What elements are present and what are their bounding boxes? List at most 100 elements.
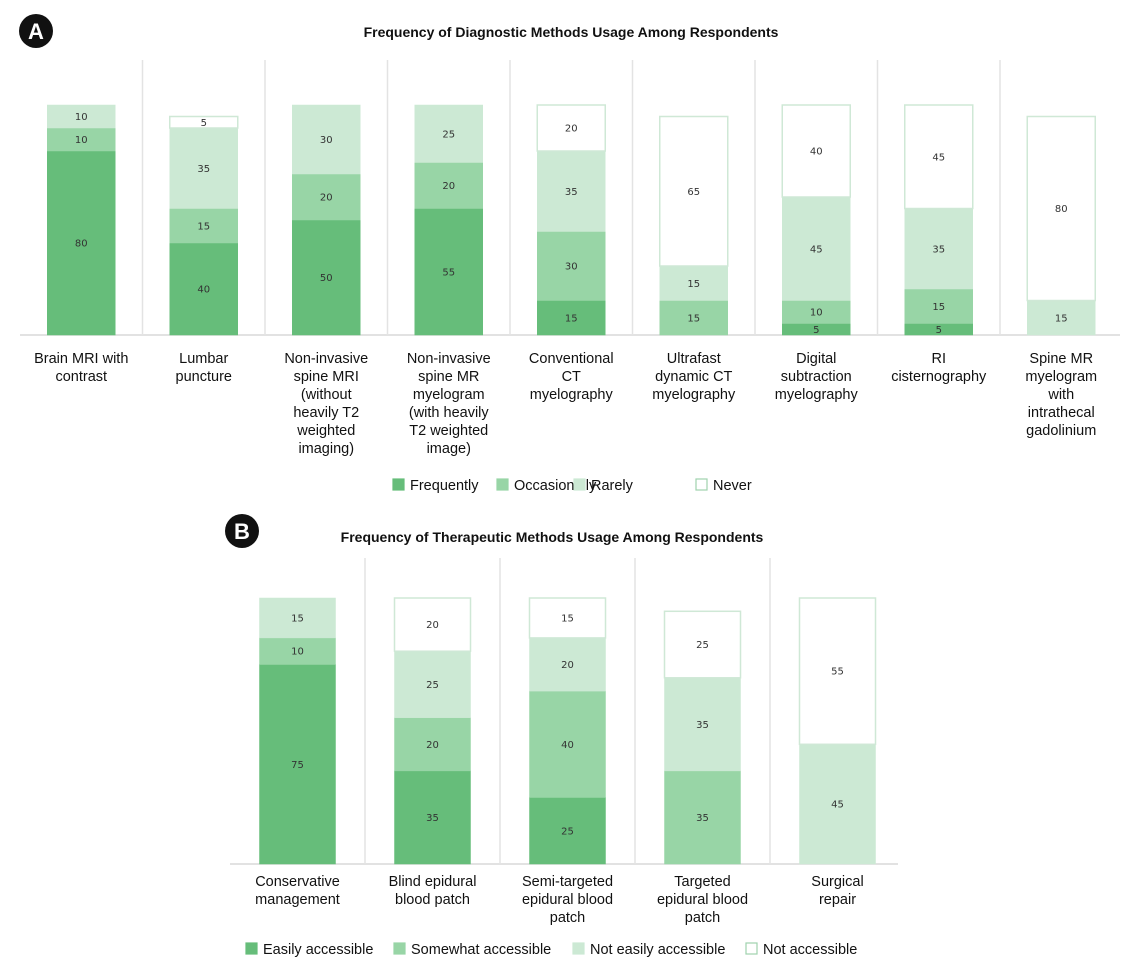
diag-data-label: 20 [565,124,578,135]
diag-data-label: 40 [810,147,823,158]
diag-data-label: 20 [320,193,333,204]
diag-category-label: Digital subtraction myelography [775,351,859,403]
diag-data-label: 50 [320,273,333,284]
diag-bar-segment-never [781,104,851,198]
ther-data-label: 40 [561,740,574,751]
diag-data-label: 15 [687,279,700,290]
diag-data-label: 15 [197,221,210,232]
diag-bar-stack: 50 20 30 [292,104,361,336]
ther-bar-segment-not-easily-accessible [664,677,741,772]
legend-swatch-never [695,478,708,491]
diag-data-label: 30 [565,262,578,273]
diag-bar-segment-rarely [537,150,606,232]
diag-data-label: 35 [565,187,578,198]
diag-data-label: 40 [197,285,210,296]
ther-bar-segment-not-accessible [663,610,742,679]
diag-bar-segment-never [536,104,606,152]
ther-category-label: Blind epidural blood patch [389,874,477,908]
diag-data-label: 45 [932,152,945,163]
ther-bar-stack: 45 55 [798,597,877,865]
diag-bar-stack: 40 15 35 5 [169,115,239,336]
ther-bar-segment-somewhat-accessible [259,637,336,665]
diag-data-label: 10 [810,308,823,319]
diag-bar-stack: 5 15 35 45 [904,104,974,336]
diag-data-label: 80 [75,239,88,250]
ther-category-label: Surgical repair [811,874,863,908]
diag-bar-segment-rarely [292,104,361,175]
ther-data-label: 15 [291,613,304,624]
diag-bar-stack: 55 20 25 [414,104,483,336]
diag-category-label: Spine MR myelogram with intrathecal gadolini… [1025,351,1097,439]
diag-data-label: 30 [320,135,333,146]
diag-category-label: Lumbar puncture [176,351,232,385]
legend-swatch-occasionally [496,478,509,491]
diag-data-label: 5 [936,325,942,336]
diag-bar-segment-never [169,115,239,129]
panel-b-marker: B [225,514,259,548]
ther-bar-segment-somewhat-accessible [664,770,741,865]
legend-label-easily-accessible: Easily accessible [263,942,373,958]
diag-bar-segment-frequently [169,242,238,336]
ther-bar-segment-not-easily-accessible [799,744,876,865]
ther-bar-segment-not-accessible [528,597,607,639]
ther-bar-stack: 75 10 15 [259,597,336,865]
ther-data-label: 25 [561,826,574,837]
diag-bar-segment-rarely [414,104,483,163]
ther-bar-segment-somewhat-accessible [394,717,471,772]
diag-data-label: 15 [565,313,578,324]
ther-data-label: 10 [291,647,304,658]
ther-data-label: 35 [696,813,709,824]
legend-label-not-easily-accessible: Not easily accessible [590,942,725,958]
ther-data-label: 25 [426,680,439,691]
ther-bar-segment-not-easily-accessible [394,650,471,718]
ther-data-label: 20 [426,620,439,631]
diag-bar-segment-occasionally [537,231,606,301]
ther-data-label: 75 [291,760,304,771]
ther-category-label: Targeted epidural blood patch [657,874,748,926]
diag-category-label: Conventional CT myelography [529,351,614,403]
diag-data-label: 80 [1055,204,1068,215]
diag-bar-segment-never [1026,115,1096,302]
ther-data-label: 55 [831,667,844,678]
diag-data-label: 65 [687,187,700,198]
diag-bar-segment-occasionally [292,173,361,221]
diag-bar-segment-rarely [659,265,728,301]
diag-data-label: 15 [687,313,700,324]
diag-bar-stack: 15 15 65 [659,115,729,336]
diag-bar-segment-rarely [1027,300,1096,336]
ther-data-label: 35 [426,813,439,824]
panel-a-title: Frequency of Diagnostic Methods Usage Am… [364,24,779,40]
ther-bar-stack: 35 35 25 [663,610,742,865]
diag-bar-segment-frequently [537,300,606,336]
diag-data-label: 25 [442,129,455,140]
legend-swatch-not-easily-accessible [572,942,585,955]
diag-category-label: Ultrafast dynamic CT myelography [652,351,736,403]
diag-category-label: RI cisternography [891,351,987,385]
legend-swatch-easily-accessible [245,942,258,955]
panel-b-title: Frequency of Therapeutic Methods Usage A… [341,529,764,545]
diag-data-label: 5 [201,118,207,129]
diag-bar-segment-frequently [47,150,116,336]
legend-label-not-accessible: Not accessible [763,942,857,958]
legend-label-never: Never [713,478,752,494]
diag-bar-segment-occasionally [904,288,973,324]
diag-data-label: 15 [932,302,945,313]
diag-bar-segment-occasionally [169,208,238,244]
panel-a-marker: A [19,14,53,48]
ther-data-label: 20 [426,740,439,751]
diag-bar-segment-frequently [292,219,361,336]
diag-data-label: 35 [197,164,210,175]
diag-bar-segment-occasionally [414,162,483,209]
legend-swatch-not-accessible [745,942,758,955]
legend-swatch-rarely [573,478,586,491]
ther-bar-stack: 35 20 25 20 [393,597,472,865]
ther-legend: Easily accessible Somewhat accessible Not … [245,942,857,958]
diag-category-label: Brain MRI with contrast [34,351,128,385]
ther-data-label: 20 [561,660,574,671]
legend-label-frequently: Frequently [410,478,479,494]
diag-category-label: Non-invasive spine MR myelogram (with heavi… [407,351,491,457]
legend-swatch-somewhat-accessible [393,942,406,955]
